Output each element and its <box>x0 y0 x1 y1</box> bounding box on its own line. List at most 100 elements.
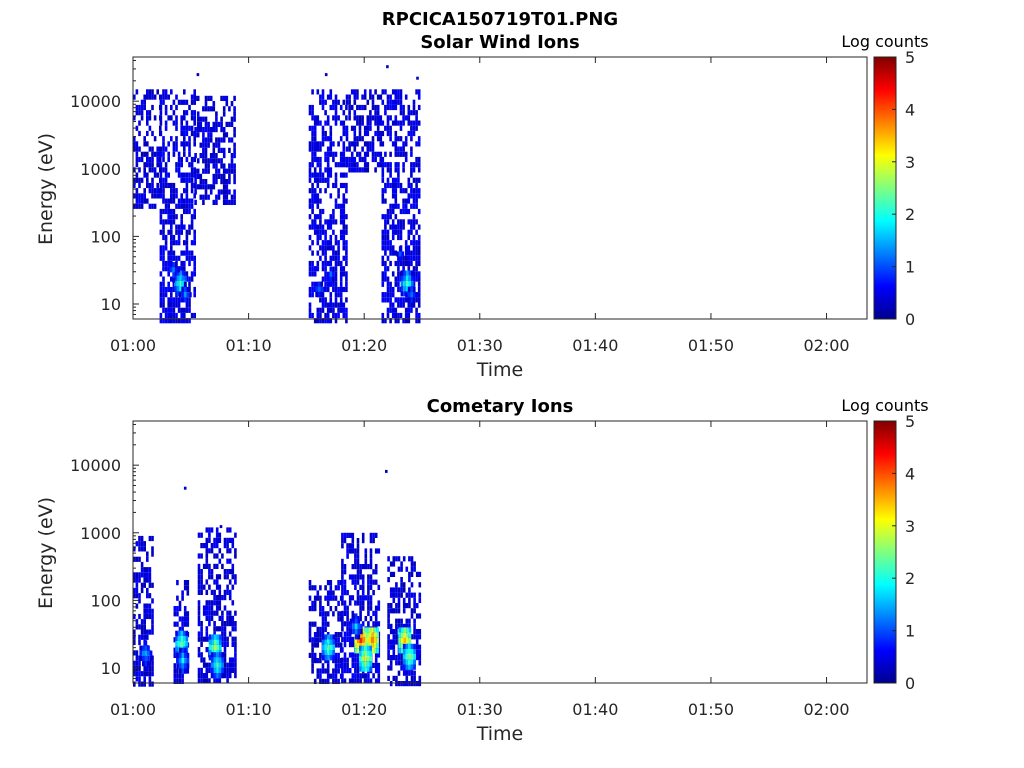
solar-wind-cell <box>402 224 405 230</box>
solar-wind-cell <box>148 94 152 100</box>
solar-wind-cell <box>394 214 398 220</box>
solar-wind-cell <box>217 168 221 174</box>
solar-wind-cell <box>308 302 312 308</box>
cometary-cell <box>218 615 222 621</box>
solar-wind-cell <box>402 208 405 215</box>
solar-wind-x-tick-label: 01:10 <box>226 336 272 355</box>
cometary-peak-cell <box>213 657 217 663</box>
solar-wind-cell <box>399 120 403 126</box>
solar-wind-cell <box>399 146 403 152</box>
solar-wind-cell <box>172 318 176 324</box>
solar-wind-cell <box>417 136 421 142</box>
cometary-cell <box>197 574 201 580</box>
solar-wind-cell <box>381 276 385 282</box>
cometary-peak-cell <box>402 659 406 665</box>
cometary-cell <box>364 553 368 559</box>
cometary-peak-cell <box>144 645 148 651</box>
solar-wind-cell <box>324 151 327 157</box>
solar-wind-cell <box>415 110 418 116</box>
cometary-cell <box>405 681 409 687</box>
cometary-peak-cell <box>408 637 412 643</box>
solar-wind-cell <box>412 193 416 199</box>
cometary-colorbar-tick-label: 0 <box>905 674 915 693</box>
solar-wind-cell <box>399 208 403 215</box>
solar-wind-cell <box>167 151 170 157</box>
solar-wind-cell <box>313 146 317 152</box>
cometary-cell <box>202 605 206 611</box>
solar-wind-peak-cell <box>403 286 406 292</box>
solar-wind-cell <box>321 94 325 100</box>
solar-wind-cell <box>332 99 335 105</box>
solar-wind-peak-cell <box>413 286 416 293</box>
solar-wind-cell <box>397 182 400 189</box>
solar-wind-cell <box>345 240 348 246</box>
solar-wind-cell <box>316 250 320 256</box>
solar-wind-cell <box>228 147 231 153</box>
solar-wind-cell <box>384 224 387 230</box>
solar-wind-cell <box>159 214 163 220</box>
cometary-peak-cell <box>324 639 328 645</box>
cometary-peak-cell <box>354 623 358 629</box>
cometary-cell <box>410 571 414 577</box>
solar-wind-cell <box>402 266 405 272</box>
solar-wind-cell <box>190 219 194 225</box>
solar-wind-cell <box>193 214 196 220</box>
solar-wind-cell <box>162 151 165 157</box>
solar-wind-cell <box>417 89 421 95</box>
solar-wind-cell <box>162 318 165 324</box>
solar-wind-cell <box>402 219 405 225</box>
cometary-peak-cell <box>176 663 179 669</box>
solar-wind-peak-cell <box>407 297 411 303</box>
solar-wind-cell <box>399 312 403 319</box>
solar-wind-cell <box>159 219 163 225</box>
cometary-cell <box>337 632 340 638</box>
solar-wind-cell <box>353 125 357 131</box>
cometary-peak-cell <box>400 643 404 649</box>
cometary-cell <box>200 641 203 647</box>
solar-wind-cell <box>202 194 205 200</box>
solar-wind-cell <box>209 132 213 138</box>
solar-wind-cell <box>334 260 338 267</box>
cometary-cell <box>334 585 338 591</box>
cometary-cell <box>387 608 390 614</box>
solar-wind-peak-cell <box>174 275 177 281</box>
solar-wind-peak-cell <box>398 246 402 252</box>
solar-wind-cell <box>193 312 196 319</box>
cometary-cell <box>234 626 237 632</box>
solar-wind-cell <box>177 240 181 246</box>
cometary-cell <box>402 587 406 593</box>
solar-wind-cell <box>172 297 176 303</box>
cometary-cell <box>321 663 325 669</box>
solar-wind-cell <box>342 162 346 168</box>
solar-wind-cell <box>308 271 312 277</box>
solar-wind-cell <box>356 167 359 173</box>
cometary-cell <box>354 652 357 658</box>
cometary-cell <box>133 546 136 552</box>
solar-wind-cell <box>342 125 346 131</box>
solar-wind-cell <box>185 255 189 261</box>
cometary-cell <box>173 606 177 612</box>
solar-wind-cell <box>337 245 340 251</box>
solar-wind-cell <box>384 297 387 303</box>
solar-wind-cell <box>334 286 338 293</box>
solar-wind-cell <box>391 203 395 209</box>
solar-wind-cell <box>170 193 173 199</box>
solar-wind-cell <box>135 156 139 163</box>
solar-wind-cell <box>404 94 408 100</box>
solar-wind-cell <box>222 147 226 153</box>
cometary-cell <box>200 657 203 663</box>
solar-wind-cell <box>381 281 385 287</box>
solar-wind-cell <box>339 151 343 157</box>
solar-wind-cell <box>190 312 194 319</box>
cometary-cell <box>221 595 224 601</box>
solar-wind-cell <box>202 184 205 190</box>
solar-wind-cell <box>202 153 205 159</box>
solar-wind-cell <box>183 125 186 131</box>
cometary-peak-cell <box>405 664 409 670</box>
cometary-cell <box>205 636 209 642</box>
solar-wind-cell <box>308 224 312 230</box>
cometary-cell <box>223 543 227 549</box>
cometary-cell <box>143 546 146 552</box>
solar-wind-cell <box>207 106 210 112</box>
solar-wind-cell <box>353 115 357 121</box>
